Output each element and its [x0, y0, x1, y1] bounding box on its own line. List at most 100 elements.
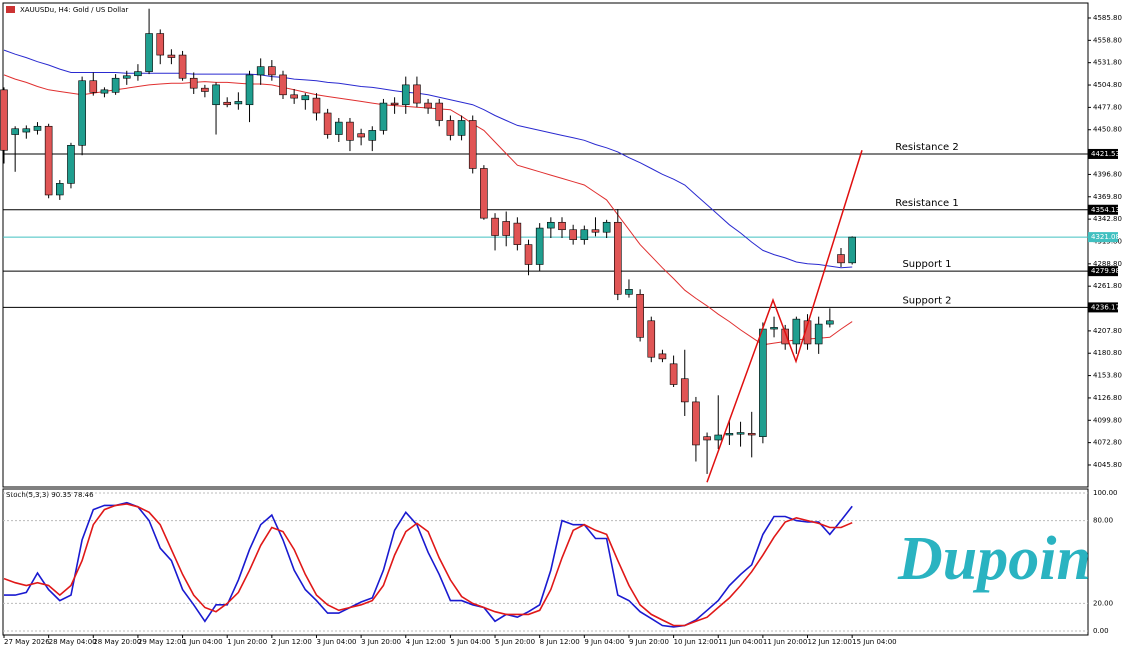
candle-body	[435, 102, 444, 121]
candle-body	[390, 102, 399, 106]
candle-body	[613, 221, 622, 295]
candle-body	[245, 74, 254, 106]
price-tag-label: 4279.98	[1091, 267, 1120, 275]
candle-body	[379, 102, 388, 131]
y-tick-label: 4261.80	[1093, 282, 1122, 290]
candle-body	[312, 97, 321, 114]
candle-body	[11, 128, 19, 135]
y-tick-label: 4504.80	[1093, 81, 1122, 89]
candle-body	[33, 125, 42, 131]
x-tick-label: 9 Jun 20:00	[629, 638, 669, 646]
level-label: Resistance 1	[895, 198, 958, 209]
candle-body	[413, 84, 421, 104]
candle-body	[89, 80, 98, 93]
stoch-line	[4, 501, 853, 628]
y-tick-label: 4288.80	[1093, 260, 1122, 268]
candle-body	[0, 89, 8, 151]
candle-body	[156, 33, 165, 56]
x-tick-label: 2 Jun 12:00	[272, 638, 312, 646]
y-tick-label: 4585.80	[1093, 14, 1122, 22]
x-tick-label: 12 Jun 12:00	[808, 638, 852, 646]
candle-body	[669, 363, 678, 385]
candle-body	[569, 229, 577, 240]
price-tag-label: 4321.08	[1091, 233, 1120, 241]
chart-title: XAUUSDu, H4: Gold / US Dollar	[20, 6, 128, 14]
x-tick-label: 5 Jun 04:00	[450, 638, 490, 646]
candle-body	[111, 77, 120, 93]
price-tag	[1088, 302, 1118, 313]
level-label: Support 1	[902, 259, 951, 270]
y-tick-label: 4477.80	[1093, 103, 1122, 111]
candle-body	[446, 120, 455, 136]
y-tick-label: 4450.80	[1093, 126, 1122, 134]
candle-body	[122, 75, 131, 79]
x-tick-label: 1 Jun 04:00	[183, 638, 223, 646]
stoch-panel	[2, 488, 1089, 636]
candle-body	[647, 320, 656, 358]
x-tick-label: 10 Jun 12:00	[674, 638, 718, 646]
candle-body	[134, 71, 142, 77]
candle-body	[145, 33, 153, 72]
candle-body	[480, 168, 488, 219]
candle-body	[100, 89, 109, 94]
candle-body	[334, 121, 343, 135]
y-tick-label: 4099.80	[1093, 416, 1122, 424]
candle-body	[736, 432, 745, 435]
price-tag-label: 4421.53	[1091, 150, 1120, 158]
candle-body	[368, 130, 377, 141]
x-tick-label: 1 Jun 20:00	[227, 638, 267, 646]
candle-body	[346, 121, 354, 141]
stoch-title: Stoch(5,3,3) 90.35 78.46	[6, 491, 94, 499]
candle-body	[636, 293, 644, 338]
candle-body	[625, 289, 633, 295]
candle-body	[803, 320, 812, 345]
candle-body	[234, 101, 243, 105]
moving-average	[3, 49, 853, 269]
candle-body	[658, 353, 667, 360]
candle-body	[268, 66, 276, 76]
price-tag	[1088, 148, 1118, 159]
price-tag	[1088, 204, 1118, 215]
candle-body	[680, 378, 689, 403]
candle-body	[826, 320, 834, 325]
candle-body	[78, 80, 86, 146]
candle-body	[201, 87, 209, 92]
y-tick-label: 20.00	[1093, 599, 1113, 607]
y-tick-label: 4153.80	[1093, 372, 1122, 380]
y-tick-label: 4072.80	[1093, 439, 1122, 447]
x-tick-label: 9 Jun 04:00	[584, 638, 624, 646]
candle-body	[848, 236, 856, 264]
candle-body	[189, 77, 198, 89]
level-label: Resistance 2	[895, 142, 958, 153]
candle-body	[223, 101, 231, 106]
candle-body	[714, 434, 723, 441]
price-tag-label: 4354.13	[1091, 206, 1120, 214]
candle-body	[781, 328, 790, 345]
candle-body	[468, 120, 477, 169]
x-tick-label: 28 May 20:00	[93, 638, 141, 646]
candle-body	[424, 102, 432, 109]
x-tick-label: 27 May 2026	[4, 638, 50, 646]
x-tick-label: 15 Jun 04:00	[852, 638, 896, 646]
candle-body	[792, 318, 801, 345]
y-tick-label: 4207.80	[1093, 327, 1122, 335]
y-tick-label: 4342.80	[1093, 215, 1122, 223]
candle-body	[44, 125, 53, 196]
x-tick-label: 11 Jun 04:00	[718, 638, 762, 646]
candle-body	[591, 229, 600, 233]
candle-body	[558, 221, 566, 231]
x-tick-label: 4 Jun 12:00	[406, 638, 446, 646]
candle-body	[580, 229, 589, 240]
y-tick-label: 4558.80	[1093, 36, 1122, 44]
candle-body	[747, 433, 756, 436]
symbol-icon	[6, 6, 15, 13]
x-tick-label: 3 Jun 04:00	[316, 638, 356, 646]
candle-body	[55, 183, 64, 196]
logo: Dupoin	[897, 525, 1091, 593]
candle-body	[725, 433, 734, 436]
candle-body	[67, 144, 75, 184]
candle-body	[814, 323, 823, 345]
candle-body	[178, 54, 187, 79]
y-tick-label: 4531.80	[1093, 59, 1122, 67]
